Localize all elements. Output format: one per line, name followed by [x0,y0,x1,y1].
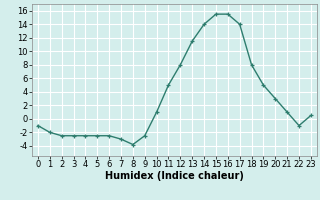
X-axis label: Humidex (Indice chaleur): Humidex (Indice chaleur) [105,171,244,181]
